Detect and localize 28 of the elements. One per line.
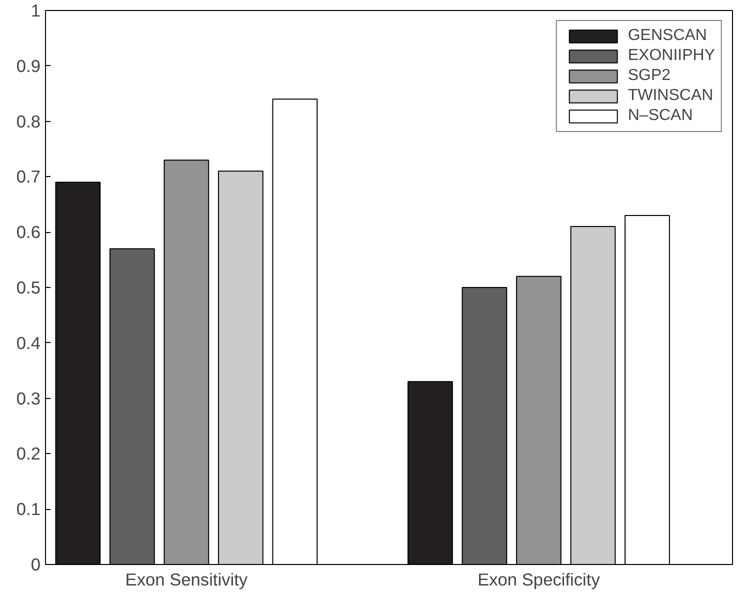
y-tick-label: 0.5 <box>16 278 41 298</box>
y-tick-label: 0.7 <box>16 166 41 187</box>
y-tick-label: 0.9 <box>16 56 41 76</box>
y-tick-label: 0.6 <box>16 222 41 242</box>
y-tick-label: 0.3 <box>16 388 41 408</box>
bar <box>624 214 670 564</box>
legend-label: N–SCAN <box>628 107 693 125</box>
y-tick-label: 0.2 <box>16 444 41 464</box>
bar <box>462 287 508 564</box>
bar <box>408 381 453 564</box>
bar <box>570 226 616 564</box>
y-tick-label: 0.4 <box>16 332 41 353</box>
bar <box>164 160 210 564</box>
legend-label: EXONIIPHY <box>628 47 715 65</box>
bar <box>109 248 155 564</box>
y-tick-label: 1 <box>30 0 41 20</box>
bar <box>272 98 318 564</box>
y-tick-label: 0.1 <box>16 499 41 520</box>
legend-label: TWINSCAN <box>628 87 714 105</box>
y-tick-label: 0 <box>30 554 41 574</box>
bar <box>55 182 101 564</box>
legend-label: GENSCAN <box>628 27 707 45</box>
y-tick-label: 0.8 <box>16 111 41 132</box>
x-tick-label: Exon Sensitivity <box>125 570 248 590</box>
x-tick-label: Exon Specificity <box>478 570 600 590</box>
legend-label: SGP2 <box>628 67 671 85</box>
bar <box>218 170 264 564</box>
bar <box>516 276 562 564</box>
